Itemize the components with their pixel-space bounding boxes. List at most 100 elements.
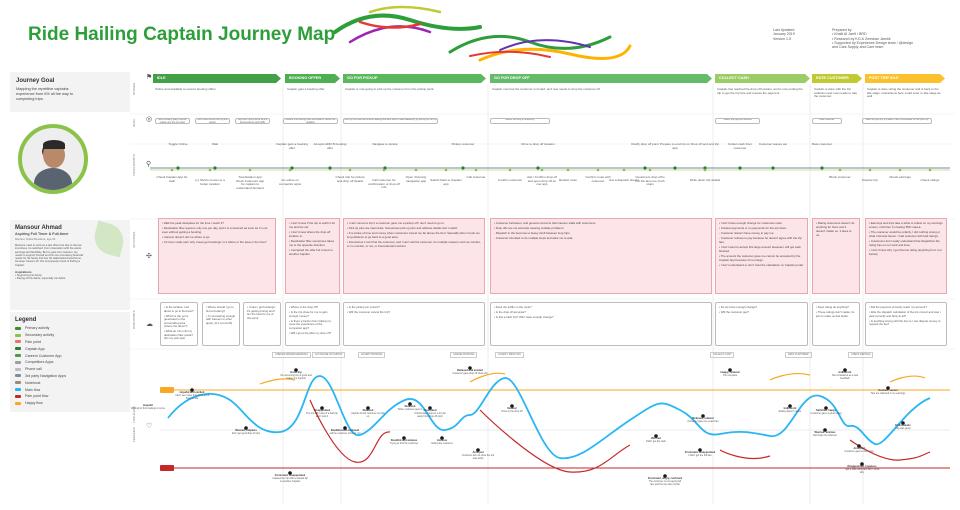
activity-dot-secondary [208, 168, 212, 172]
thought-box: • Where is the drop off? • Is the trip cl… [285, 302, 340, 346]
feeling-note: Annoyed Customer gave a low rating [841, 447, 877, 454]
feeling-note: Content, secure Tips are reflected in my … [870, 389, 906, 396]
feeling-title: Satisfied, happy [816, 409, 836, 412]
prepared-line: • Supported by Experience Design team / … [832, 40, 914, 45]
activity-label: Ask / Confirm drop off and open drop off… [527, 175, 557, 187]
legend-item: 3rd party Navigation Apps [15, 373, 125, 380]
activity-dot-primary [703, 166, 707, 170]
goal-box: Realize the booking offer terminated 1 b… [283, 118, 338, 124]
feeling-note: Frustrated, disappointed I wasted the tri… [272, 474, 308, 484]
feeling-note: Worried, anxious Earnings not reflected [807, 431, 843, 438]
timeline-dots [170, 166, 932, 172]
activity-label: Check info for pickup and drop off detai… [335, 175, 365, 183]
legend-label: Secondary activity [25, 333, 55, 338]
activity-dot-secondary [288, 168, 292, 172]
thought-box: • Do we have enough change? • Will the cu… [715, 302, 808, 346]
pain-point-item: • The customer would be unfairly, I did … [869, 230, 941, 238]
thought-item: • Is there a friction from linking my ro… [289, 318, 332, 330]
activity-dot-primary [328, 166, 332, 170]
feeling-dot [823, 428, 827, 432]
persona-name: Mansour Ahmad [15, 225, 62, 231]
activity-label: Call customer [466, 175, 486, 179]
goal-text: Mapping the repetitive captains experien… [16, 87, 73, 101]
feeling-text: Trip was great [895, 426, 911, 430]
feeling-note: Worried Didn't get the cash [638, 437, 674, 444]
journey-goal-card: Journey Goal Mapping the repetitive capt… [10, 72, 130, 112]
pain-point-item: • Pick up pins are inaccurate. Sometimes… [347, 226, 458, 231]
feeling-note: Disappointed, hopeless I got a bad rating… [844, 465, 880, 475]
activity-label: Touchstation app check Customer app for … [235, 175, 265, 190]
feelings-graph [160, 366, 950, 478]
goal-box: Get a booking (daily volume; maybe one t… [155, 118, 190, 124]
feeling-text: Customer gave me exact fare [687, 419, 719, 423]
feeling-dot [190, 388, 194, 392]
feeling-note: Frustrated, angry, confused The customer … [647, 477, 683, 487]
feeling-dot [901, 421, 905, 425]
feeling-title: Worried, anxious [814, 431, 836, 434]
pain-point-item: • Rating customers doesn't do anything f… [816, 221, 855, 237]
feeling-title: Doubtful and anxious [390, 439, 418, 442]
activity-dot-primary [771, 166, 775, 170]
pain-point-box: • Earnings and trips take a while to ref… [865, 218, 947, 294]
pain-point-box: • Customer behaviour, and general concer… [490, 218, 712, 294]
thought-item: • I'm wondering enough with Careem to ot… [206, 313, 236, 325]
activity-dot-secondary [382, 168, 386, 172]
feeling-text: I didn't get the full fare [688, 453, 712, 457]
goal-box: Get online before the trip plus setting [195, 118, 230, 124]
pain-point-box: • I don't know if the trip is worth it f… [285, 218, 340, 294]
feeling-tag: ACCEPT BOOKING [358, 352, 386, 358]
updated-date: January 2019 [773, 32, 795, 37]
feeling-text: Trying to find the customer [389, 441, 419, 445]
prepared-line: • Research by KG & Zeeshan Jamidi [832, 36, 891, 41]
feeling-note: Good trip the upcoming trip is good and m… [278, 371, 314, 381]
feeling-dot [654, 434, 658, 438]
activity-label: Collect cash from customer [728, 142, 752, 150]
persona-meta: Married, Dubai Resident, age 34 [15, 237, 56, 241]
thought-item: • Is the drop off accurate? [494, 310, 526, 314]
legend-swatch [15, 374, 21, 378]
update-info: Last Updated January 2019 Version 1.5 [773, 28, 813, 41]
activity-label: Captain gets a booking offer [276, 142, 308, 150]
legend-item: Pain point [15, 339, 125, 346]
activity-timeline [150, 166, 950, 172]
pain-point-item: • I don't understand or don't trust the … [719, 263, 804, 268]
feeling-dot [857, 444, 861, 448]
thought-item: • Did the payment correctly reach my acc… [869, 305, 927, 309]
thought-item: • Does rating do anything? [816, 305, 849, 309]
thought-item: • Is this a cash trip? Will I have enoug… [494, 315, 554, 319]
activity-label: Check Captain App for cash [156, 175, 188, 183]
pain-point-item: • Destination filter quota is only one p… [162, 226, 268, 234]
flag-icon: ⚑ [146, 74, 153, 81]
legend-swatch [15, 394, 21, 398]
feeling-dot [824, 406, 828, 410]
feeling-title: Frustrated [423, 409, 437, 412]
prepared-line: and Cars Supply and Care team [832, 45, 884, 50]
feeling-text: When customer gets in [397, 407, 423, 411]
activity-label: Drive to drop off location [521, 142, 555, 146]
feeling-text: Customer gave drop off clear info [452, 371, 488, 375]
activity-label: Write down trip details [689, 178, 721, 182]
feeling-title: Relieved, relaxed [692, 417, 714, 420]
pain-point-item: • I don't know if the trip is worth it f… [289, 221, 336, 229]
feeling-title: Worried [651, 437, 661, 440]
persona-avatar-body [34, 168, 72, 190]
phase-5: COLLECT CASH [715, 74, 810, 83]
feeling-title: Relieved [362, 409, 374, 412]
activity-dot-primary [536, 166, 540, 170]
goal-box: Pick up the customer without waiting tim… [343, 118, 438, 124]
feeling-dot [402, 436, 406, 440]
feeling-note: Frustrated Unfortunate route for a trip f… [412, 409, 448, 419]
activity-label: Dispute trip [862, 178, 878, 182]
activity-label: Prepare to end trip on app [660, 142, 690, 150]
feeling-text: Customer did not show the trip was awful [461, 453, 495, 460]
feeling-dot [843, 368, 847, 372]
activity-dot-secondary [838, 168, 842, 172]
phase-description: Online and available to receive booking … [155, 87, 217, 91]
pain-point-item: • Earnings and trips take a while to ref… [869, 221, 943, 229]
aspiration-item: • Paying off his debts, especially car d… [15, 277, 66, 281]
thought-item: • Do we have enough change? [719, 305, 758, 309]
feeling-title: Indifferent [838, 371, 852, 374]
phase-4: GO FOR DROP OFF [490, 74, 712, 83]
pain-point-item: • Destination filter sometimes takes me … [289, 239, 335, 247]
thought-item: • Is the pickup pin correct? [347, 305, 380, 309]
